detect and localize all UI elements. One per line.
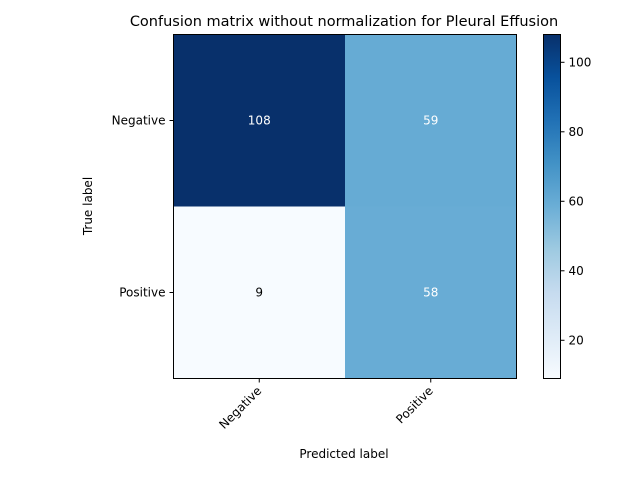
heatmap-cell bbox=[173, 34, 345, 207]
cell-value-label: 58 bbox=[423, 286, 438, 300]
chart-title: Confusion matrix without normalization f… bbox=[130, 14, 558, 30]
cell-value-label: 9 bbox=[255, 286, 263, 300]
heatmap-cell bbox=[345, 206, 517, 379]
cells-layer: 108 59 9 58 bbox=[173, 34, 517, 379]
plot-frame bbox=[173, 34, 517, 379]
x-tick-label: Positive bbox=[393, 384, 436, 427]
colorbar-ticks: 20 40 60 80 100 bbox=[560, 55, 592, 347]
colorbar-tick-label: 40 bbox=[569, 264, 584, 278]
y-axis-label: True label bbox=[81, 177, 95, 236]
y-tick-label: Positive bbox=[119, 286, 165, 300]
colorbar-tick-label: 20 bbox=[569, 333, 584, 347]
cell-value-label: 59 bbox=[423, 114, 438, 128]
colorbar-gradient bbox=[543, 34, 561, 379]
colorbar-tick-label: 80 bbox=[569, 125, 584, 139]
heatmap-cell bbox=[173, 206, 345, 379]
x-axis-label: Predicted label bbox=[299, 447, 388, 461]
colorbar: 20 40 60 80 100 bbox=[543, 34, 592, 379]
x-tick-label: Negative bbox=[216, 384, 264, 432]
colorbar-tick-label: 100 bbox=[569, 55, 592, 69]
colorbar-tick-label: 60 bbox=[569, 194, 584, 208]
y-tick-label: Negative bbox=[112, 114, 166, 128]
heatmap-cell bbox=[345, 34, 517, 207]
cell-value-label: 108 bbox=[248, 114, 271, 128]
